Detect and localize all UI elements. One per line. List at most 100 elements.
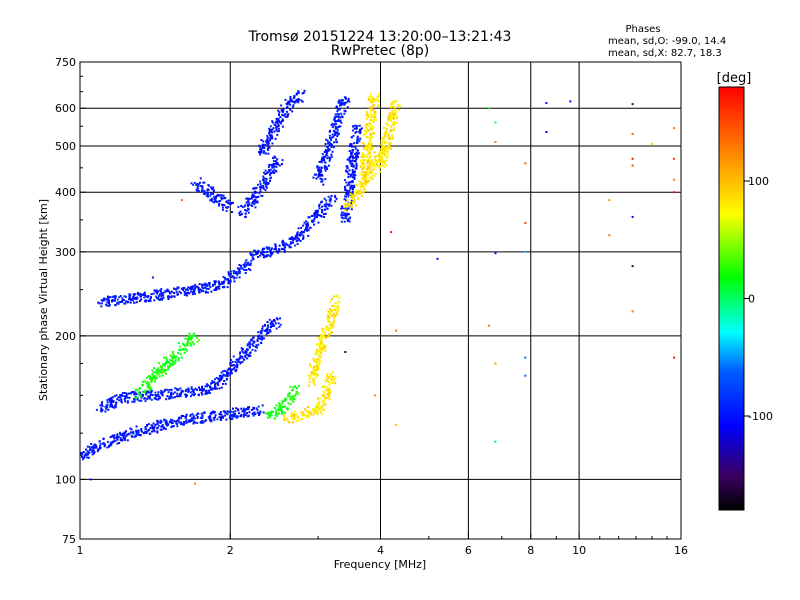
data-point [124, 295, 127, 298]
data-point [334, 120, 337, 122]
data-point [131, 391, 134, 394]
data-point [294, 244, 297, 247]
data-point [244, 209, 247, 211]
data-point [198, 283, 201, 286]
data-point [364, 184, 367, 187]
data-point [82, 451, 85, 453]
data-point [351, 201, 354, 204]
data-point [285, 407, 288, 410]
data-point [209, 385, 211, 388]
data-point [103, 443, 106, 446]
data-point [323, 333, 326, 335]
data-point [362, 185, 365, 188]
data-point [293, 95, 296, 98]
data-point [123, 439, 126, 442]
data-point [315, 412, 318, 415]
data-point [188, 292, 191, 295]
data-point [262, 140, 265, 143]
data-point [262, 186, 265, 189]
data-point [288, 246, 291, 249]
data-point [142, 432, 145, 435]
data-point [194, 292, 196, 295]
data-point [364, 165, 367, 167]
data-point [125, 300, 128, 303]
data-point [336, 314, 339, 317]
data-point [253, 203, 256, 206]
data-point [355, 165, 358, 168]
data-point [352, 125, 355, 128]
data-point [332, 312, 335, 315]
data-point [315, 404, 318, 407]
data-point [316, 354, 319, 357]
data-point [353, 200, 356, 203]
data-point [178, 416, 181, 419]
data-point [111, 396, 114, 399]
data-point [279, 121, 281, 124]
data-point [159, 368, 162, 371]
data-point [299, 239, 302, 242]
data-point [180, 392, 183, 395]
data-point [361, 183, 364, 186]
data-point [260, 148, 263, 151]
data-point [342, 211, 345, 214]
data-point [240, 265, 243, 268]
data-point [315, 358, 318, 361]
data-point [106, 403, 109, 406]
data-point [380, 154, 383, 157]
data-point [262, 254, 265, 257]
data-point [226, 200, 228, 203]
data-point [235, 358, 238, 361]
data-point [179, 345, 182, 348]
data-point [176, 392, 179, 395]
data-point [545, 102, 548, 105]
data-point [369, 98, 372, 101]
data-point [344, 110, 347, 113]
data-point [370, 142, 373, 145]
data-point [394, 110, 397, 113]
data-point [108, 445, 110, 448]
data-point [314, 360, 317, 363]
data-point [326, 207, 329, 210]
data-point [297, 227, 300, 230]
data-point [262, 411, 265, 414]
data-point [146, 424, 148, 426]
data-point [155, 368, 158, 371]
data-point [377, 155, 380, 158]
data-point [316, 216, 318, 219]
data-point [183, 343, 185, 346]
data-point [268, 131, 271, 134]
data-point [631, 157, 634, 160]
data-point [277, 407, 280, 410]
data-point [176, 287, 179, 290]
data-point [238, 276, 241, 279]
data-point [288, 392, 291, 395]
data-point [243, 205, 246, 208]
data-point [334, 314, 337, 317]
data-point [169, 291, 172, 294]
data-point [120, 393, 123, 396]
data-point [334, 132, 337, 135]
data-point [336, 120, 339, 122]
data-point [100, 302, 103, 305]
data-point [199, 389, 202, 391]
data-point [172, 392, 175, 395]
data-point [193, 332, 196, 335]
data-point [265, 180, 268, 183]
data-point [335, 123, 338, 126]
data-point [365, 171, 368, 174]
data-point [262, 175, 265, 178]
data-point [290, 411, 293, 414]
data-point [359, 128, 362, 131]
data-point [327, 195, 330, 198]
data-point [233, 277, 236, 280]
data-point [271, 128, 274, 131]
data-point [362, 178, 365, 181]
data-point [318, 397, 321, 400]
data-point [340, 211, 343, 214]
data-point [183, 421, 186, 423]
data-point [283, 114, 286, 117]
data-point [257, 337, 260, 340]
data-point [332, 324, 335, 327]
y-tick-label: 500 [55, 140, 76, 153]
data-point [154, 397, 157, 400]
